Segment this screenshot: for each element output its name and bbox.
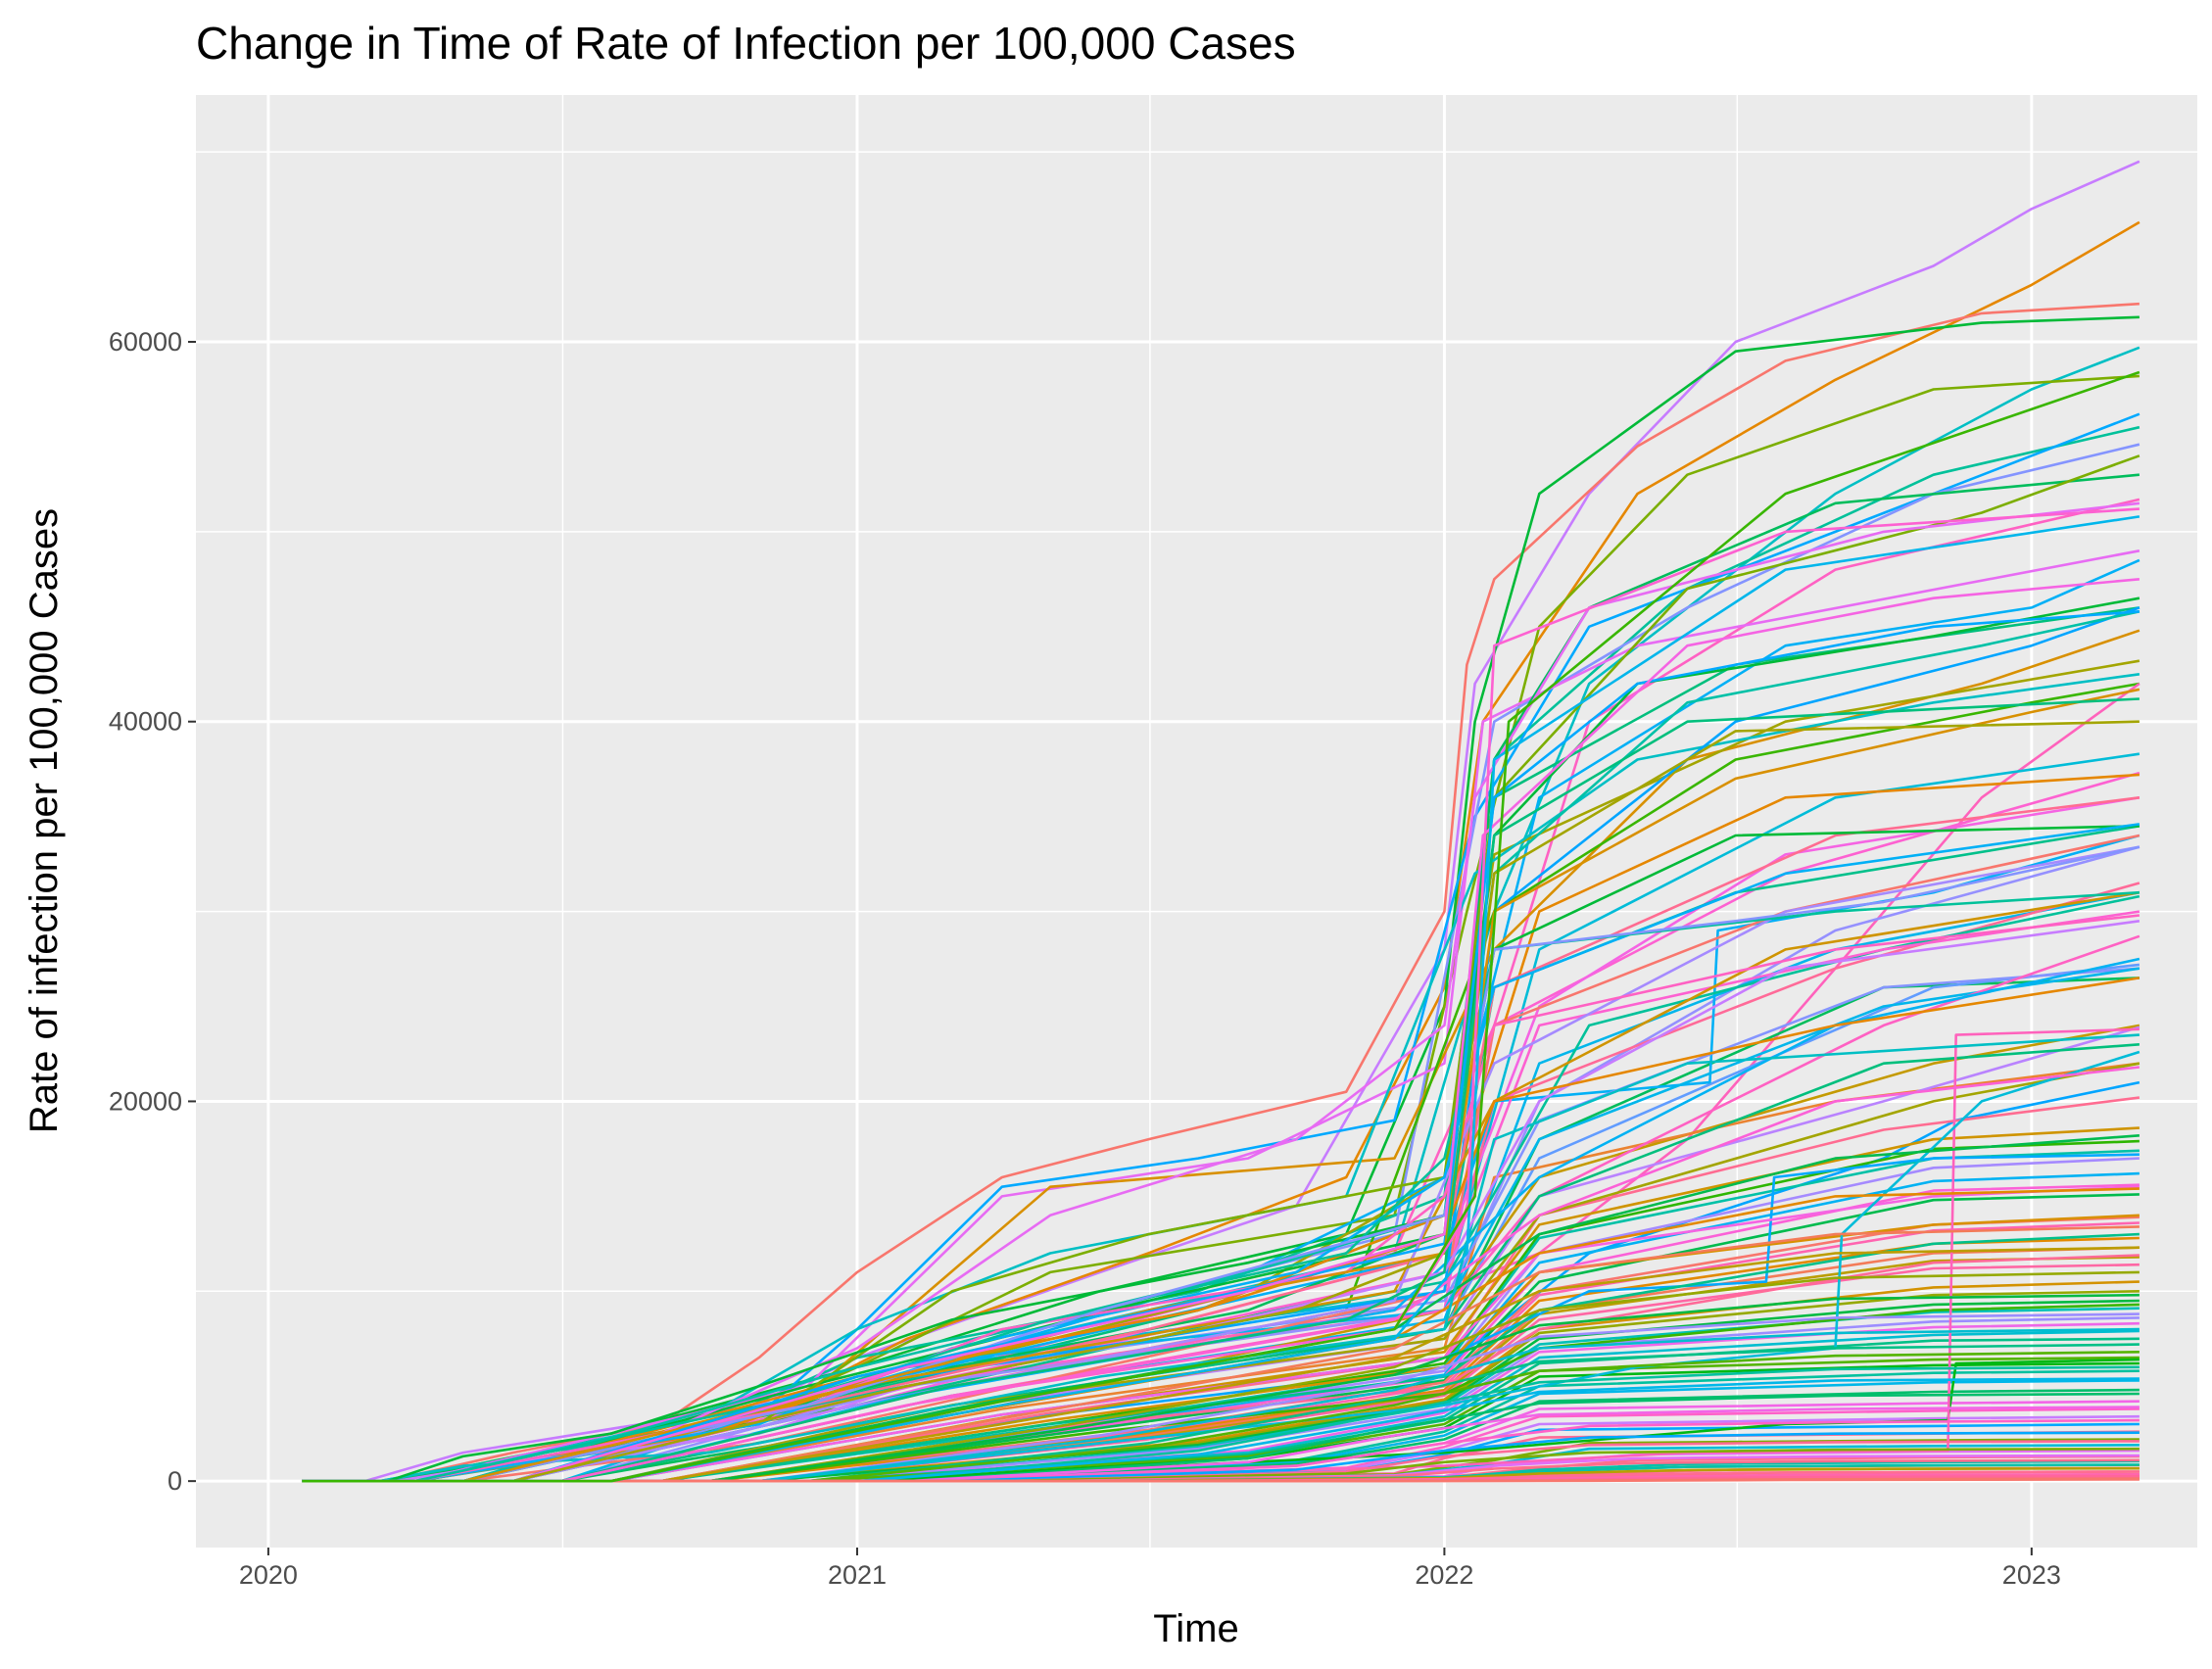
series-line <box>302 697 2140 1483</box>
chart-title: Change in Time of Rate of Infection per … <box>196 18 1296 69</box>
series-line <box>302 890 2140 1483</box>
y-tick-label: 40000 <box>109 707 182 737</box>
y-axis: 0 20000 40000 60000 <box>109 327 196 1496</box>
x-tick-label: 2022 <box>1415 1560 1473 1590</box>
series-line <box>302 578 2140 1483</box>
series-line <box>302 834 2140 1483</box>
series-line <box>302 823 2140 1483</box>
x-tick-label: 2021 <box>828 1560 887 1590</box>
x-tick-label: 2020 <box>239 1560 298 1590</box>
series-line <box>302 507 2140 1483</box>
x-axis-title: Time <box>1153 1607 1238 1650</box>
series-line <box>302 720 2140 1483</box>
series-line <box>302 370 2140 1483</box>
series-lines <box>302 160 2140 1483</box>
x-axis: 2020 2021 2022 2023 <box>239 1548 2061 1590</box>
series-line <box>302 1477 2140 1483</box>
y-tick-label: 60000 <box>109 327 182 357</box>
y-axis-title: Rate of infection per 100,000 Cases <box>23 508 66 1133</box>
series-line <box>302 549 2140 1483</box>
x-tick-label: 2023 <box>2002 1560 2061 1590</box>
series-line <box>302 160 2140 1483</box>
series-line <box>302 845 2140 1483</box>
y-tick-label: 0 <box>168 1466 182 1496</box>
y-tick-label: 20000 <box>109 1086 182 1116</box>
series-line <box>302 1033 2140 1483</box>
series-line <box>302 825 2140 1483</box>
